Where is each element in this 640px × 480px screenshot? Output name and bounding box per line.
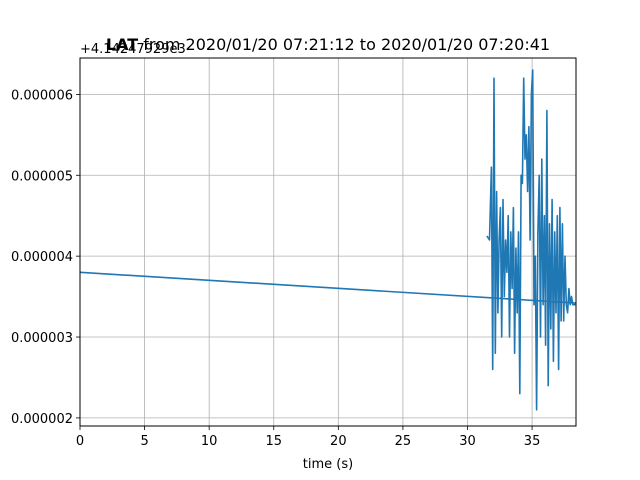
x-axis-ticks: 0 5 10 15 20 25 30 35 [76, 426, 540, 449]
series-line-2 [486, 69, 576, 411]
data-series-layer [80, 69, 576, 411]
x-axis-label: time (s) [303, 457, 353, 472]
y-tick-label: 0.000004 [11, 250, 73, 265]
y-axis-offset-label: +4.14247929e3 [80, 42, 186, 57]
y-tick-label: 0.000002 [11, 412, 73, 427]
x-tick-label: 25 [395, 434, 412, 449]
x-tick-label: 0 [76, 434, 84, 449]
x-tick-label: 30 [459, 434, 476, 449]
y-tick-label: 0.000006 [11, 88, 73, 103]
x-tick-label: 15 [265, 434, 282, 449]
x-tick-label: 5 [140, 434, 148, 449]
x-tick-label: 10 [201, 434, 218, 449]
y-axis-ticks: 0.000002 0.000003 0.000004 0.000005 0.000006 [11, 88, 80, 427]
chart-title: LAT from 2020/01/20 07:21:12 to 2020/01/… [106, 35, 550, 54]
chart-title-rest: from 2020/01/20 07:21:12 to 2020/01/20 0… [138, 35, 550, 54]
x-tick-label: 35 [524, 434, 541, 449]
x-tick-label: 20 [330, 434, 347, 449]
y-tick-label: 0.000003 [11, 331, 73, 346]
plot-area-frame [79, 57, 577, 427]
chart-title-bold: LAT [106, 35, 138, 54]
y-tick-label: 0.000005 [11, 169, 73, 184]
